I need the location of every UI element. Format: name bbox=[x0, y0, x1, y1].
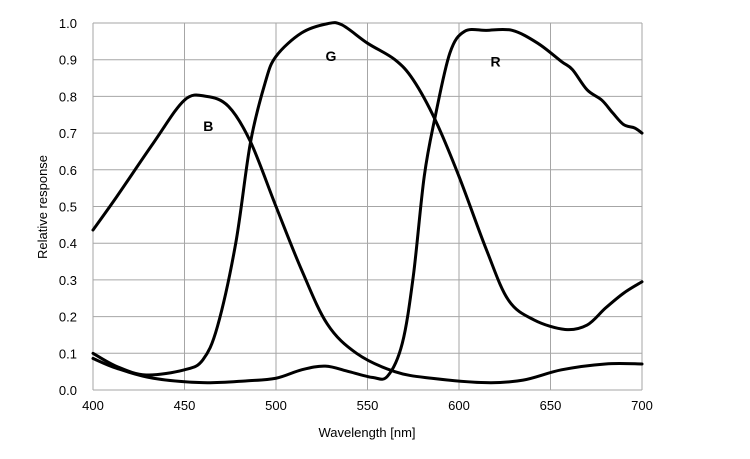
y-tick-label: 0.6 bbox=[59, 163, 77, 178]
x-tick-label: 600 bbox=[448, 398, 470, 413]
curve-r bbox=[91, 27, 644, 385]
grid bbox=[92, 22, 643, 391]
x-tick-label: 450 bbox=[174, 398, 196, 413]
curve-labels: B G R bbox=[203, 48, 500, 134]
curve-g bbox=[91, 21, 644, 377]
y-tick-label: 0.7 bbox=[59, 126, 77, 141]
y-tick-label: 0.5 bbox=[59, 200, 77, 215]
y-tick-label: 0.8 bbox=[59, 89, 77, 104]
x-tick-label: 700 bbox=[631, 398, 653, 413]
y-axis-label: Relative response bbox=[35, 155, 50, 259]
curve-b bbox=[91, 93, 644, 385]
y-tick-label: 1.0 bbox=[59, 16, 77, 31]
curve-label-g: G bbox=[325, 48, 336, 64]
y-tick-label: 0.2 bbox=[59, 310, 77, 325]
y-tick-label: 0.3 bbox=[59, 273, 77, 288]
curve-label-r: R bbox=[491, 54, 501, 70]
y-axis-ticks: 0.0 0.1 0.2 0.3 0.4 0.5 0.6 0.7 0.8 0.9 1.0 bbox=[59, 16, 77, 398]
y-tick-label: 0.9 bbox=[59, 53, 77, 68]
curve-label-b: B bbox=[203, 118, 213, 134]
x-tick-label: 650 bbox=[540, 398, 562, 413]
x-axis-ticks: 400 450 500 550 600 650 700 bbox=[82, 398, 653, 413]
y-tick-label: 0.1 bbox=[59, 346, 77, 361]
y-tick-label: 0.4 bbox=[59, 236, 77, 251]
y-tick-label: 0.0 bbox=[59, 383, 77, 398]
curves bbox=[91, 21, 644, 385]
x-tick-label: 400 bbox=[82, 398, 104, 413]
x-tick-label: 550 bbox=[357, 398, 379, 413]
x-tick-label: 500 bbox=[265, 398, 287, 413]
x-axis-label: Wavelength [nm] bbox=[318, 425, 415, 440]
